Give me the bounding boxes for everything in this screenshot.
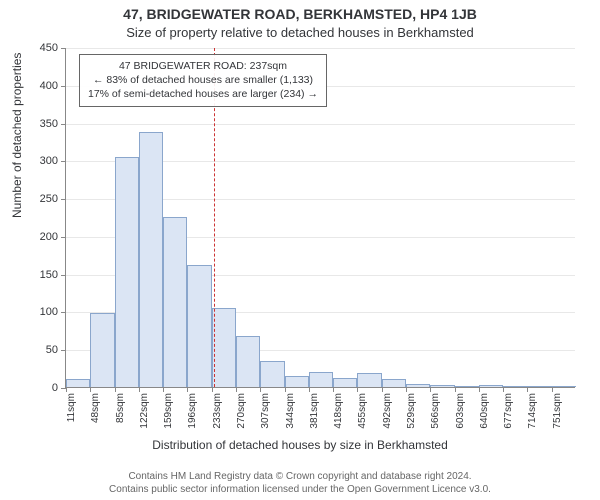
x-tick-label: 159sqm	[163, 387, 174, 429]
histogram-bar	[139, 132, 163, 387]
x-tick-label: 751sqm	[552, 387, 563, 429]
page-subtitle: Size of property relative to detached ho…	[0, 22, 600, 42]
histogram-bar	[285, 376, 309, 387]
x-tick-label: 418sqm	[333, 387, 344, 429]
x-tick-label: 455sqm	[357, 387, 368, 429]
x-tick-label: 48sqm	[90, 387, 101, 423]
x-tick-label: 529sqm	[406, 387, 417, 429]
histogram-bar	[455, 386, 479, 388]
histogram-bar	[479, 385, 503, 387]
histogram-bar	[236, 336, 260, 387]
histogram-bar	[66, 379, 90, 387]
y-tick-label: 150	[40, 269, 66, 281]
y-tick-label: 100	[40, 306, 66, 318]
x-tick-label: 640sqm	[479, 387, 490, 429]
page-title: 47, BRIDGEWATER ROAD, BERKHAMSTED, HP4 1…	[0, 0, 600, 22]
histogram-bar	[309, 372, 333, 387]
histogram-bar	[115, 157, 139, 387]
y-tick-label: 400	[40, 80, 66, 92]
histogram-bar	[260, 361, 284, 387]
gridline	[66, 48, 575, 49]
histogram-bar	[163, 217, 187, 387]
x-tick-label: 603sqm	[455, 387, 466, 429]
x-tick-label: 122sqm	[139, 387, 150, 429]
x-tick-label: 196sqm	[187, 387, 198, 429]
x-tick-label: 270sqm	[236, 387, 247, 429]
x-tick-label: 307sqm	[260, 387, 271, 429]
histogram-bar	[90, 313, 114, 387]
histogram-bar	[406, 384, 430, 387]
x-tick-label: 677sqm	[503, 387, 514, 429]
y-tick-label: 250	[40, 193, 66, 205]
annotation-line-1: 47 BRIDGEWATER ROAD: 237sqm	[88, 59, 318, 73]
x-tick-label: 344sqm	[285, 387, 296, 429]
x-tick-label: 233sqm	[212, 387, 223, 429]
histogram-bar	[187, 265, 211, 387]
y-tick-label: 350	[40, 118, 66, 130]
y-tick-label: 300	[40, 155, 66, 167]
histogram-bar	[527, 386, 551, 388]
x-tick-label: 11sqm	[66, 387, 77, 422]
histogram-bar	[357, 373, 381, 387]
footer-line-2: Contains public sector information licen…	[0, 483, 600, 496]
x-tick-label: 85sqm	[115, 387, 126, 423]
footer-line-1: Contains HM Land Registry data © Crown c…	[0, 470, 600, 483]
annotation-box: 47 BRIDGEWATER ROAD: 237sqm ← 83% of det…	[79, 54, 327, 107]
y-tick-label: 450	[40, 42, 66, 54]
chart-area: 05010015020025030035040045011sqm48sqm85s…	[65, 48, 575, 388]
x-tick-label: 566sqm	[430, 387, 441, 429]
y-tick-label: 0	[52, 382, 66, 394]
x-axis-label: Distribution of detached houses by size …	[0, 438, 600, 452]
histogram-bar	[552, 386, 576, 388]
histogram-bar	[382, 379, 406, 387]
annotation-line-3: 17% of semi-detached houses are larger (…	[88, 87, 318, 101]
annotation-line-2: ← 83% of detached houses are smaller (1,…	[88, 73, 318, 87]
y-tick-label: 200	[40, 231, 66, 243]
histogram-bar	[430, 385, 454, 387]
gridline	[66, 124, 575, 125]
histogram-bar	[333, 378, 357, 387]
x-tick-label: 714sqm	[527, 387, 538, 429]
footer-attribution: Contains HM Land Registry data © Crown c…	[0, 470, 600, 496]
y-axis-label: Number of detached properties	[10, 53, 24, 218]
histogram-bar	[503, 386, 527, 388]
x-tick-label: 492sqm	[382, 387, 393, 429]
x-tick-label: 381sqm	[309, 387, 320, 429]
histogram-bar	[212, 308, 236, 387]
y-tick-label: 50	[46, 344, 66, 356]
